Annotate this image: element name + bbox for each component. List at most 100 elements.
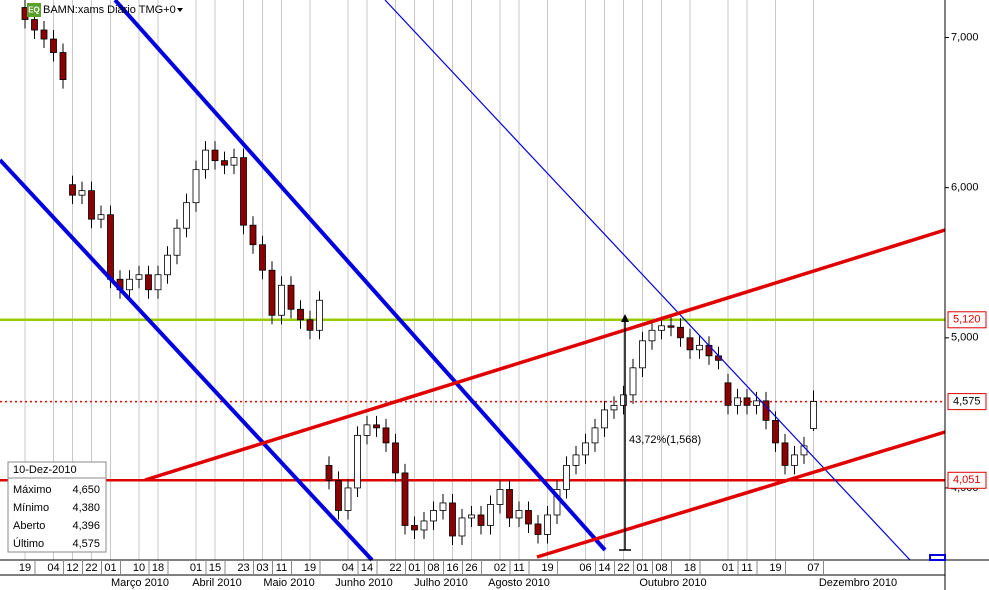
month-label: Abril 2010: [192, 577, 242, 589]
info-label: Mínimo: [13, 502, 49, 514]
x-tick-label: 19: [304, 562, 316, 574]
x-tick-label: 11: [276, 562, 287, 574]
candle-body: [686, 337, 694, 351]
candle-body: [449, 502, 456, 537]
info-label: Aberto: [13, 520, 45, 532]
candle-body: [249, 224, 257, 246]
candle-body: [648, 329, 656, 342]
candle-body: [107, 214, 114, 280]
candle-body: [572, 454, 580, 466]
candle-body: [59, 52, 67, 80]
candle-body: [221, 160, 228, 166]
x-tick-label: 14: [598, 562, 610, 574]
x-tick-label: 18: [152, 562, 164, 574]
x-tick-label: 19: [769, 562, 781, 574]
candle-body: [601, 409, 608, 429]
x-tick-label: 26: [465, 562, 477, 574]
y-tick-label: 6,000: [951, 182, 979, 194]
candle-body: [487, 504, 494, 526]
candle-body: [97, 214, 105, 220]
candle-body: [31, 19, 38, 31]
candle-body: [306, 319, 314, 331]
x-tick-label: 23: [237, 562, 249, 574]
candle-body: [335, 480, 342, 511]
month-label: Maio 2010: [263, 577, 314, 589]
info-label: Máximo: [13, 484, 52, 496]
candle-body: [316, 299, 323, 331]
trend-line: [144, 228, 946, 482]
measure-arrow: [621, 314, 629, 322]
x-tick-label: 01: [722, 562, 734, 574]
candle-body: [591, 427, 599, 444]
x-tick-label: 11: [741, 562, 752, 574]
candle-body: [154, 274, 162, 291]
candle-body: [392, 442, 399, 474]
candle-body: [183, 202, 190, 229]
candle-body: [164, 254, 171, 276]
month-label: Junho 2010: [335, 577, 393, 589]
x-tick-label: 22: [617, 562, 629, 574]
candle-body: [734, 397, 741, 406]
month-label: Julho 2010: [414, 577, 468, 589]
x-tick-label: 22: [389, 562, 401, 574]
candle-body: [363, 424, 371, 436]
x-tick-label: 06: [579, 562, 591, 574]
candle-body: [477, 514, 485, 526]
y-tick-label: 5,000: [951, 332, 979, 344]
x-tick-label: 19: [541, 562, 553, 574]
candle-body: [525, 510, 532, 525]
info-value: 4,650: [72, 484, 100, 496]
info-value: 4,380: [72, 502, 100, 514]
candle-body: [439, 502, 447, 511]
info-value: 4,396: [72, 520, 100, 532]
candle-body: [230, 157, 238, 166]
x-tick-label: 19: [19, 562, 31, 574]
x-tick-label: 08: [427, 562, 439, 574]
dropdown[interactable]: [177, 8, 183, 12]
candle-body: [705, 344, 713, 357]
candle-body: [69, 184, 76, 196]
candle-body: [50, 38, 57, 53]
candle-body: [696, 344, 703, 351]
y-tick-label: 7,000: [951, 31, 979, 43]
candle-body: [202, 149, 209, 171]
candle-body: [629, 367, 637, 396]
x-tick-label: 07: [807, 562, 819, 574]
candle-body: [667, 325, 675, 328]
candle-body: [620, 394, 627, 406]
x-tick-label: 01: [190, 562, 202, 574]
level-label: 5,120: [953, 314, 981, 326]
trend-lines: [0, 0, 946, 562]
candle-body: [544, 514, 551, 535]
x-tick-label: 04: [47, 562, 59, 574]
x-tick-label: 04: [342, 562, 354, 574]
candle-body: [534, 523, 542, 535]
candle-body: [78, 190, 86, 196]
trend-line: [0, 158, 374, 562]
candle-body: [677, 326, 684, 339]
scroll-marker[interactable]: [929, 554, 946, 561]
level-label-box: [947, 311, 987, 329]
level-label-box: [947, 471, 987, 489]
chart-title: BAMN:xams Diário TMG+0: [43, 4, 176, 16]
candle-body: [88, 190, 95, 220]
candle-body: [192, 169, 200, 204]
candle-body: [458, 517, 466, 537]
x-tick-label: 15: [209, 562, 221, 574]
x-tick-label: 14: [361, 562, 373, 574]
candle-body: [658, 325, 665, 331]
candles: [21, 0, 817, 545]
candle-body: [610, 404, 618, 411]
candle-body: [382, 427, 390, 444]
candle-body: [297, 308, 304, 321]
candle-body: [278, 284, 285, 316]
candle-body: [373, 424, 380, 429]
x-tick-label: 03: [256, 562, 268, 574]
month-label: Dezembro 2010: [819, 577, 897, 589]
candle-body: [496, 489, 504, 505]
candle-body: [781, 442, 789, 466]
candle-body: [506, 489, 513, 519]
candle-body: [354, 434, 361, 489]
